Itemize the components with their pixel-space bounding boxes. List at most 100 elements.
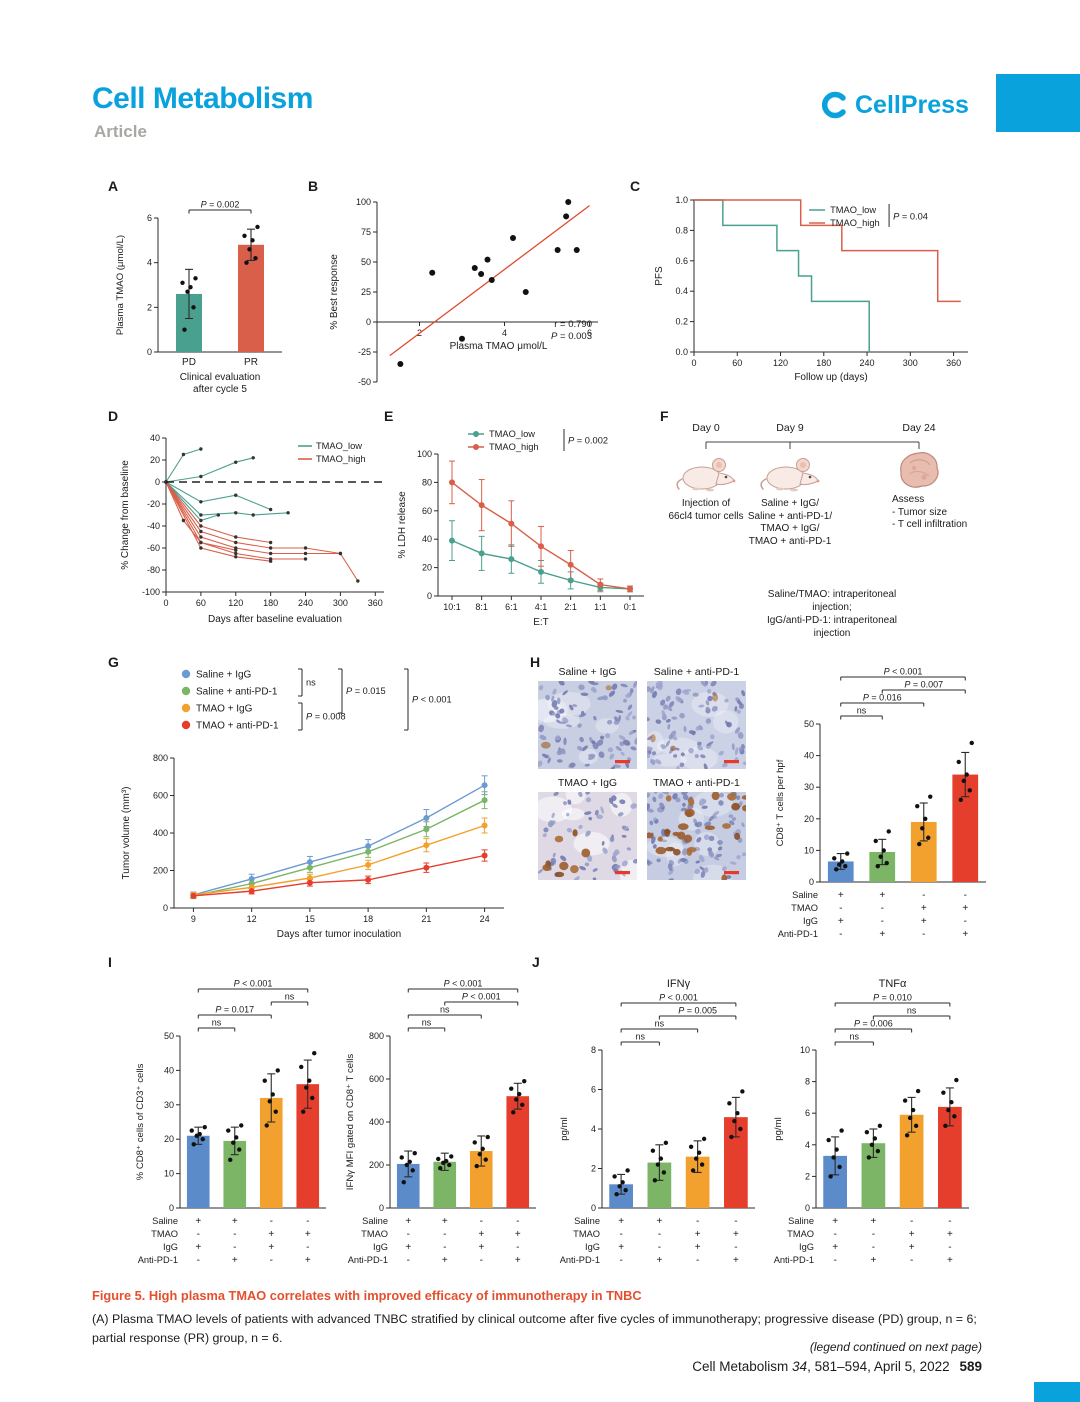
svg-text:10: 10 — [800, 1045, 810, 1055]
mouse-icon — [676, 458, 736, 492]
svg-text:TMAO: TMAO — [791, 903, 818, 913]
svg-text:0: 0 — [163, 598, 168, 608]
svg-text:+: + — [442, 1255, 448, 1266]
svg-text:P = 0.015: P = 0.015 — [346, 686, 386, 696]
svg-text:+: + — [695, 1242, 701, 1253]
svg-text:Saline: Saline — [792, 890, 818, 900]
svg-text:60: 60 — [732, 358, 742, 368]
svg-text:-: - — [734, 1216, 737, 1227]
svg-text:+: + — [405, 1216, 411, 1227]
svg-text:+: + — [478, 1242, 484, 1253]
svg-text:Saline: Saline — [362, 1216, 388, 1226]
svg-text:240: 240 — [298, 598, 313, 608]
svg-text:0.2: 0.2 — [675, 317, 688, 327]
svg-text:+: + — [947, 1255, 953, 1266]
svg-text:-: - — [233, 1229, 236, 1240]
svg-text:TMAO: TMAO — [573, 1229, 600, 1239]
svg-text:+: + — [733, 1255, 739, 1266]
ihc-image-tmao-antipd1 — [647, 792, 746, 880]
svg-text:Saline: Saline — [788, 1216, 814, 1226]
panel-label-c: C — [630, 178, 641, 194]
svg-text:ns: ns — [907, 1006, 917, 1016]
svg-text:-: - — [964, 916, 967, 927]
svg-text:360: 360 — [368, 598, 383, 608]
svg-text:4: 4 — [805, 1140, 810, 1150]
svg-text:-: - — [443, 1229, 446, 1240]
svg-text:-: - — [306, 1216, 309, 1227]
svg-text:-: - — [922, 890, 925, 901]
svg-text:300: 300 — [903, 358, 918, 368]
svg-text:CD8⁺ T cells per hpf: CD8⁺ T cells per hpf — [775, 759, 786, 846]
svg-text:-: - — [910, 1255, 913, 1266]
svg-text:40: 40 — [150, 433, 160, 443]
ihc-image-saline-igg — [538, 681, 637, 769]
svg-text:-: - — [696, 1216, 699, 1227]
svg-text:IgG: IgG — [803, 916, 818, 926]
svg-text:600: 600 — [153, 791, 168, 801]
svg-text:-: - — [516, 1242, 519, 1253]
ihc-cell: Saline + IgG — [538, 666, 637, 769]
svg-text:200: 200 — [369, 1160, 384, 1170]
svg-text:2:1: 2:1 — [564, 602, 577, 612]
svg-text:18: 18 — [363, 914, 373, 924]
page-citation: Cell Metabolism 34, 581–594, April 5, 20… — [692, 1359, 982, 1374]
svg-text:+: + — [656, 1255, 662, 1266]
svg-text:% Change from baseline: % Change from baseline — [120, 460, 131, 570]
svg-text:Saline + IgG: Saline + IgG — [196, 670, 252, 681]
svg-text:-: - — [948, 1216, 951, 1227]
panel-h-bar-chart: 0 10 20 30 40 50 CD8⁺ T cells per hpf ns P = 0.0… — [772, 664, 994, 956]
svg-text:50: 50 — [361, 257, 371, 267]
svg-text:0.6: 0.6 — [675, 256, 688, 266]
svg-text:360: 360 — [946, 358, 961, 368]
svg-text:TMAO_low: TMAO_low — [316, 441, 362, 451]
svg-text:-100: -100 — [142, 587, 160, 597]
svg-text:+: + — [962, 903, 968, 914]
panel-label-h: H — [530, 654, 541, 670]
cellpress-wordmark: CellPress — [855, 90, 969, 119]
svg-text:+: + — [921, 903, 927, 914]
svg-text:-: - — [872, 1229, 875, 1240]
svg-text:0: 0 — [805, 1203, 810, 1213]
page-corner-mark-bottom — [1034, 1382, 1080, 1402]
svg-text:P < 0.001: P < 0.001 — [234, 979, 273, 989]
svg-text:+: + — [838, 916, 844, 927]
ihc-label-tmao-antipd1: TMAO + anti-PD-1 — [653, 777, 740, 789]
svg-text:P < 0.001: P < 0.001 — [444, 979, 483, 989]
svg-text:Anti-PD-1: Anti-PD-1 — [348, 1255, 388, 1265]
svg-text:1.0: 1.0 — [675, 195, 688, 205]
svg-text:P = 0.006: P = 0.006 — [854, 1019, 893, 1029]
svg-text:IgG: IgG — [799, 1242, 814, 1252]
figure-caption-title: Figure 5. High plasma TMAO correlates wi… — [92, 1288, 642, 1303]
svg-text:TMAO + IgG: TMAO + IgG — [196, 704, 253, 715]
svg-text:1:1: 1:1 — [594, 602, 607, 612]
svg-text:40: 40 — [164, 1065, 174, 1075]
svg-text:ns: ns — [422, 1018, 432, 1028]
svg-text:+: + — [268, 1229, 274, 1240]
svg-text:P = 0.04: P = 0.04 — [893, 212, 928, 222]
svg-text:-: - — [407, 1255, 410, 1266]
svg-text:+: + — [618, 1216, 624, 1227]
svg-text:40: 40 — [804, 751, 814, 761]
svg-text:4: 4 — [591, 1124, 596, 1134]
svg-text:6:1: 6:1 — [505, 602, 518, 612]
svg-text:-20: -20 — [147, 499, 160, 509]
svg-text:-40: -40 — [147, 521, 160, 531]
svg-text:PFS: PFS — [654, 266, 665, 286]
citation-journal: Cell Metabolism — [692, 1359, 789, 1374]
svg-text:0: 0 — [163, 903, 168, 913]
figure-caption-body: (A) Plasma TMAO levels of patients with … — [92, 1312, 977, 1345]
svg-text:+: + — [909, 1229, 915, 1240]
svg-text:P = 0.003: P = 0.003 — [551, 331, 592, 342]
svg-text:20: 20 — [804, 814, 814, 824]
svg-text:-50: -50 — [358, 377, 371, 387]
page-corner-mark-top — [996, 74, 1080, 132]
svg-text:10: 10 — [164, 1169, 174, 1179]
journal-title: Cell Metabolism — [92, 82, 313, 115]
timeline-day-9: Day 9 — [776, 422, 804, 434]
svg-text:10: 10 — [804, 845, 814, 855]
svg-text:+: + — [405, 1242, 411, 1253]
svg-text:20: 20 — [150, 455, 160, 465]
svg-text:+: + — [515, 1255, 521, 1266]
ihc-cell: Saline + anti-PD-1 — [647, 666, 746, 769]
